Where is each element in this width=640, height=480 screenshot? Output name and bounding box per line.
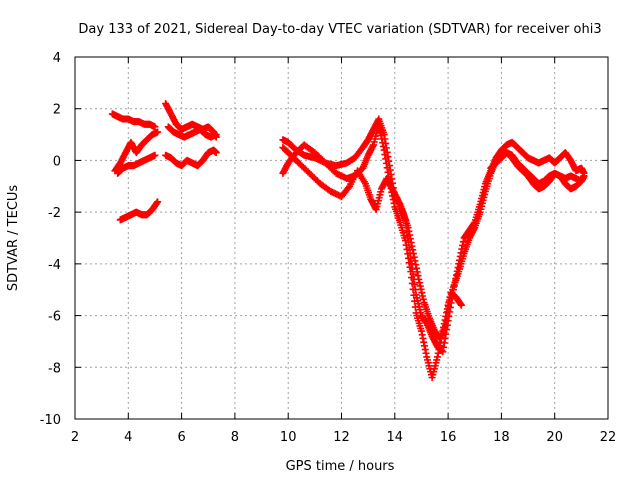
- x-tick-label: 10: [280, 430, 297, 445]
- data-point-marker: [408, 279, 416, 287]
- data-point-marker: [408, 274, 416, 282]
- x-axis-label: GPS time / hours: [286, 459, 395, 474]
- data-point-marker: [212, 131, 220, 139]
- y-tick-label: -10: [40, 413, 61, 428]
- y-axis-label: SDTVAR / TECUs: [6, 185, 21, 292]
- x-tick-label: 14: [387, 430, 404, 445]
- chart-title: Day 133 of 2021, Sidereal Day-to-day VTE…: [78, 22, 601, 37]
- y-tick-label: -8: [48, 361, 61, 376]
- series-track-d-early: [116, 198, 162, 224]
- data-point-marker: [212, 149, 220, 157]
- data-point-marker: [410, 291, 418, 299]
- x-tick-label: 16: [440, 430, 457, 445]
- y-tick-label: -2: [48, 206, 61, 221]
- data-point-marker: [409, 285, 417, 293]
- data-point-marker: [580, 172, 588, 180]
- data-point-marker: [411, 303, 419, 311]
- data-point-marker: [151, 151, 159, 159]
- x-tick-label: 12: [333, 430, 350, 445]
- x-tick-label: 4: [124, 430, 132, 445]
- y-tick-label: -4: [48, 258, 61, 273]
- data-point-marker: [344, 184, 352, 192]
- series-track-k-late: [487, 149, 588, 193]
- x-tick-label: 20: [546, 430, 563, 445]
- series-track-g-mid: [162, 146, 220, 170]
- series-track-b-early: [111, 128, 162, 175]
- series-track-j-main: [279, 144, 465, 343]
- x-tick-label: 22: [600, 430, 617, 445]
- y-tick-label: 0: [53, 154, 61, 169]
- data-points: [108, 100, 588, 382]
- x-tick-label: 6: [177, 430, 185, 445]
- data-point-marker: [411, 297, 419, 305]
- grid: [75, 57, 608, 419]
- y-tick-label: 4: [53, 51, 61, 66]
- data-point-marker: [457, 301, 465, 309]
- y-tick-label: -6: [48, 310, 61, 325]
- series-track-a-early: [108, 110, 159, 131]
- series-track-f-mid: [164, 123, 220, 141]
- data-point-marker: [154, 198, 162, 206]
- y-tick-label: 2: [53, 103, 61, 118]
- data-point-marker: [154, 128, 162, 136]
- x-tick-label: 8: [231, 430, 239, 445]
- x-tick-label: 2: [71, 430, 79, 445]
- plot-frame: [74, 56, 609, 420]
- series-track-c-early: [114, 151, 159, 177]
- data-point-marker: [151, 123, 159, 131]
- x-tick-label: 18: [493, 430, 510, 445]
- data-point-marker: [407, 268, 415, 276]
